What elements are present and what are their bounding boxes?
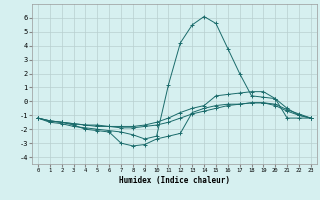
X-axis label: Humidex (Indice chaleur): Humidex (Indice chaleur) xyxy=(119,176,230,185)
